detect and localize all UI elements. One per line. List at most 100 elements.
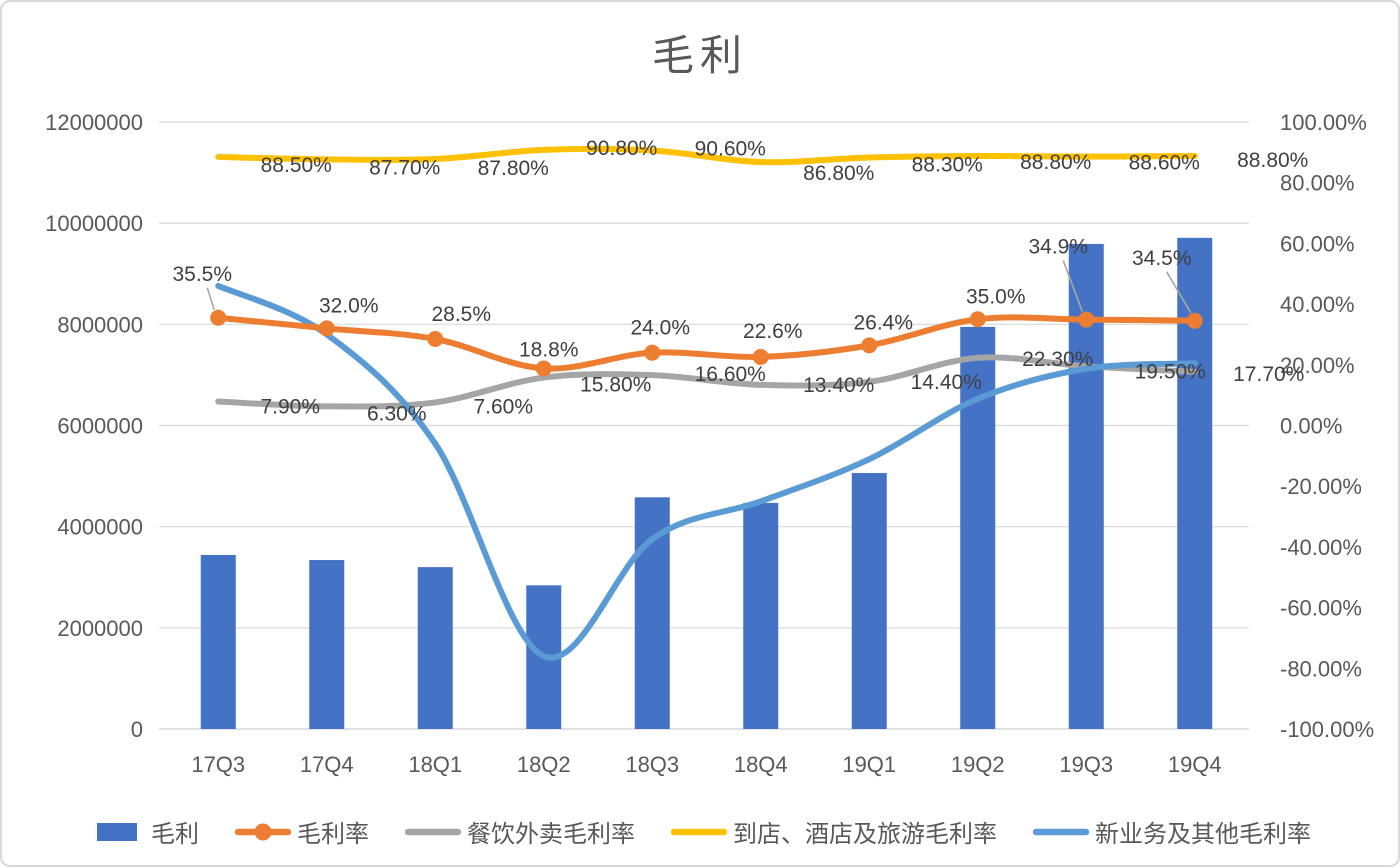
x-axis-category-label: 19Q3 [1059, 752, 1113, 777]
legend-item-label: 毛利率 [297, 821, 369, 848]
marker-gross-margin-17Q3 [210, 309, 227, 326]
legend-item-3: 到店、酒店及旅游毛利率 [671, 814, 997, 849]
legend-item-0: 毛利 [89, 814, 199, 849]
line-food-delivery-margin [215, 354, 1198, 410]
right-axis-tick-label: 80.00% [1280, 171, 1355, 196]
bar-gross-profit-17Q3 [200, 554, 236, 729]
x-axis-category-label: 18Q2 [517, 752, 571, 777]
marker-gross-margin-19Q1 [861, 337, 878, 354]
right-axis-tick-label: -40.00% [1280, 535, 1362, 560]
marker-gross-margin-19Q4 [1186, 312, 1203, 329]
data-label-food-delivery-margin: 7.90% [260, 396, 320, 419]
data-label-food-delivery-margin: 19.50% [1135, 360, 1206, 383]
right-axis-tick-label: 20.00% [1280, 353, 1355, 378]
right-axis-tick-label: 40.00% [1280, 292, 1355, 317]
left-axis-tick-label: 0 [131, 717, 143, 742]
data-label-food-delivery-margin: 16.60% [695, 363, 766, 386]
right-axis-tick-label: 60.00% [1280, 231, 1355, 256]
data-label-food-delivery-margin: 7.60% [473, 395, 533, 418]
x-axis-category-label: 17Q4 [300, 752, 354, 777]
data-label-in-store-hotel-travel-margin: 88.80% [1020, 151, 1091, 174]
bar-gross-profit-18Q4 [743, 502, 779, 729]
left-axis-tick-label: 6000000 [57, 414, 143, 439]
legend-line-swatch [671, 828, 727, 835]
marker-gross-margin-17Q4 [318, 320, 335, 337]
legend-line-swatch [1033, 828, 1089, 835]
x-axis-category-label: 18Q3 [625, 752, 679, 777]
data-label-gross-margin: 24.0% [630, 317, 690, 340]
bar-gross-profit-19Q4 [1177, 237, 1213, 730]
marker-gross-margin-18Q4 [752, 348, 769, 365]
legend-item-label: 餐饮外卖毛利率 [467, 821, 635, 848]
label-leader-line [206, 287, 216, 311]
right-axis-tick-label: -100.00% [1280, 717, 1374, 742]
data-label-in-store-hotel-travel-margin: 88.50% [261, 154, 332, 177]
right-axis-tick-label: -80.00% [1280, 656, 1362, 681]
x-axis-category-label: 18Q4 [734, 752, 788, 777]
data-label-gross-margin: 34.9% [1028, 236, 1088, 259]
left-axis-tick-label: 2000000 [57, 616, 143, 641]
line-in-store-hotel-travel-margin [215, 145, 1198, 166]
x-axis-category-label: 18Q1 [408, 752, 462, 777]
right-axis-tick-label: 0.00% [1280, 414, 1342, 439]
left-axis-tick-label: 12000000 [45, 110, 143, 135]
data-label-food-delivery-margin: 14.40% [911, 371, 982, 394]
data-label-in-store-hotel-travel-margin: 88.30% [912, 154, 983, 177]
data-label-in-store-hotel-travel-margin: 90.80% [586, 137, 657, 160]
data-label-food-delivery-margin: 6.30% [367, 402, 427, 425]
data-label-in-store-hotel-travel-margin: 88.60% [1129, 152, 1200, 175]
data-label-in-store-hotel-travel-margin: 87.70% [369, 156, 440, 179]
marker-gross-margin-19Q2 [969, 311, 986, 328]
legend-line-swatch [235, 823, 291, 840]
data-label-in-store-hotel-travel-margin: 90.60% [695, 138, 766, 161]
data-label-food-delivery-margin: 22.30% [1022, 348, 1093, 371]
label-leader-line [1166, 271, 1192, 314]
legend-line-swatch [405, 828, 461, 835]
data-label-gross-margin: 32.0% [319, 294, 379, 317]
x-axis-category-label: 19Q1 [842, 752, 896, 777]
legend-item-label: 新业务及其他毛利率 [1095, 821, 1311, 848]
bar-gross-profit-17Q4 [309, 560, 345, 729]
data-label-food-delivery-margin: 13.40% [803, 374, 874, 397]
data-label-gross-margin: 28.5% [431, 303, 491, 326]
legend-item-2: 餐饮外卖毛利率 [405, 814, 635, 849]
marker-gross-margin-19Q3 [1078, 311, 1095, 328]
left-axis-tick-label: 8000000 [57, 312, 143, 337]
bar-gross-profit-19Q1 [851, 473, 887, 729]
data-label-gross-margin: 34.5% [1132, 247, 1192, 270]
legend-item-1: 毛利率 [235, 814, 369, 849]
left-axis-tick-label: 10000000 [45, 211, 143, 236]
right-axis-tick-label: 100.00% [1280, 110, 1367, 135]
data-label-gross-margin: 18.8% [519, 338, 579, 361]
data-label-food-delivery-margin: 15.80% [580, 374, 651, 397]
data-label-food-delivery-margin: 17.70% [1233, 363, 1304, 386]
legend-item-label: 到店、酒店及旅游毛利率 [733, 821, 997, 848]
chart-title: 毛利 [651, 32, 748, 79]
label-leader-line [1062, 260, 1083, 312]
x-axis-category-label: 19Q4 [1168, 752, 1222, 777]
right-axis-tick-label: -60.00% [1280, 596, 1362, 621]
data-label-in-store-hotel-travel-margin: 87.80% [478, 157, 549, 180]
legend-bar-swatch [97, 822, 137, 841]
chart-legend: 毛利 毛利率 餐饮外卖毛利率 到店、酒店及旅游毛利率 新业务及其他毛利率 [2, 814, 1398, 849]
x-axis-category-label: 17Q3 [191, 752, 245, 777]
marker-gross-margin-18Q3 [644, 344, 661, 361]
marker-gross-margin-18Q1 [427, 331, 444, 348]
right-axis-tick-label: -20.00% [1280, 474, 1362, 499]
data-label-gross-margin: 26.4% [853, 311, 913, 334]
left-axis-tick-label: 4000000 [57, 515, 143, 540]
marker-gross-margin-18Q2 [535, 360, 552, 377]
legend-item-label: 毛利 [151, 821, 199, 848]
line-gross-margin [215, 314, 1198, 372]
data-label-in-store-hotel-travel-margin: 86.80% [803, 162, 874, 185]
x-axis-category-label: 19Q2 [951, 752, 1005, 777]
legend-item-4: 新业务及其他毛利率 [1033, 814, 1311, 849]
data-label-gross-margin: 22.6% [743, 320, 803, 343]
line-new-initiatives-margin [215, 282, 1198, 661]
data-label-gross-margin: 35.0% [966, 285, 1026, 308]
data-label-gross-margin: 35.5% [172, 263, 232, 286]
bar-gross-profit-18Q1 [417, 567, 453, 729]
data-label-in-store-hotel-travel-margin: 88.80% [1237, 149, 1308, 172]
